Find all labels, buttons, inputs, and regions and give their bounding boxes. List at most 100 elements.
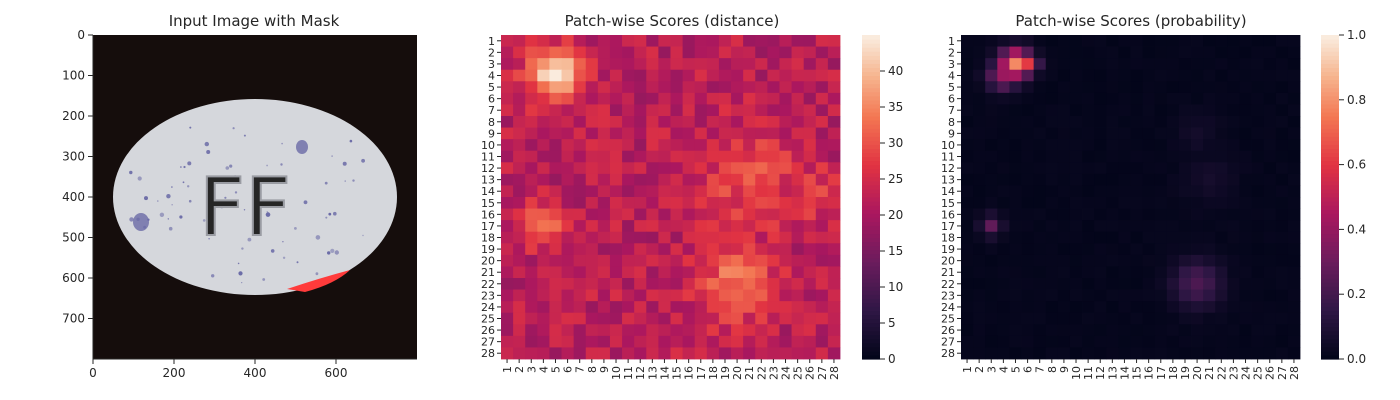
heatmap-cell xyxy=(779,335,792,348)
heatmap-cell xyxy=(1142,220,1156,233)
heatmap-cell xyxy=(609,335,623,348)
heatmap-cell xyxy=(1094,231,1107,244)
heatmap-cell xyxy=(803,116,817,128)
heatmap-cell xyxy=(646,58,659,71)
heatmap-cell xyxy=(525,173,538,186)
heatmap-cell xyxy=(1021,81,1035,94)
heatmap-cell xyxy=(767,116,780,128)
heatmap-cell xyxy=(597,220,611,233)
heatmap-cell xyxy=(718,335,732,348)
heatmap-cell xyxy=(815,324,829,337)
heatmap-cell xyxy=(622,150,635,163)
heatmap-cell xyxy=(997,104,1010,117)
heatmap-cell xyxy=(1033,266,1047,279)
heatmap-cell xyxy=(513,347,526,360)
y-tick-label: 5 xyxy=(948,81,955,94)
heatmap-cell xyxy=(803,301,817,314)
heatmap-cell xyxy=(537,347,550,360)
heatmap-cell xyxy=(573,127,587,140)
heatmap-cell xyxy=(791,347,805,360)
heatmap-cell xyxy=(634,324,647,337)
heatmap-cell xyxy=(997,35,1010,47)
heatmap-cell xyxy=(718,81,732,94)
heatmap-cell xyxy=(973,58,986,71)
heatmap-cell xyxy=(1118,208,1131,221)
heatmap-cell xyxy=(961,254,974,267)
heatmap-cell xyxy=(1239,69,1252,82)
y-tick-label: 26 xyxy=(481,324,495,337)
colorbar-segment xyxy=(1321,334,1339,340)
heatmap-cell xyxy=(525,347,538,360)
heatmap-cell xyxy=(1154,324,1168,337)
heatmap-cell xyxy=(1263,208,1277,221)
colorbar-segment xyxy=(1321,132,1339,137)
heatmap-cell xyxy=(973,150,986,163)
heatmap-cell xyxy=(609,243,623,256)
heatmap-cell xyxy=(694,208,708,221)
heatmap-cell xyxy=(1045,162,1059,175)
colorbar-segment xyxy=(1321,350,1339,356)
heatmap-cell xyxy=(1009,278,1022,290)
heatmap-cell xyxy=(1275,347,1289,360)
heatmap-cell xyxy=(597,69,611,82)
heatmap-cell xyxy=(1082,173,1095,186)
heatmap-cell xyxy=(501,104,514,117)
heatmap-cell xyxy=(537,324,550,337)
x-tick-label: 19 xyxy=(1179,366,1192,380)
heatmap-cell xyxy=(1069,92,1083,105)
heatmap-cell xyxy=(1118,197,1131,209)
heatmap-cell xyxy=(1069,35,1083,47)
heatmap-cell xyxy=(1203,162,1216,175)
x-tick-label: 24 xyxy=(1240,366,1253,380)
heatmap-cell xyxy=(670,104,684,117)
heatmap-cell xyxy=(549,185,562,198)
colorbar-segment xyxy=(1321,116,1339,121)
heatmap-cell xyxy=(1239,104,1252,117)
speckle xyxy=(266,211,268,213)
heatmap-cell xyxy=(597,173,611,186)
heatmap-cell xyxy=(501,301,514,314)
heatmap-cell xyxy=(573,139,587,152)
heatmap-cell xyxy=(585,335,599,348)
heatmap-cell xyxy=(670,116,684,128)
heatmap-cell xyxy=(1106,162,1119,175)
heatmap-cell xyxy=(561,35,575,47)
heatmap-cell xyxy=(634,347,647,360)
heatmap-cell xyxy=(1045,173,1059,186)
heatmap-cell xyxy=(609,81,623,94)
heatmap-cell xyxy=(767,347,780,360)
heatmap-cell xyxy=(815,185,829,198)
heatmap-cell xyxy=(670,162,684,175)
heatmap-cell xyxy=(755,92,768,105)
heatmap-cell xyxy=(646,173,659,186)
heatmap-cell xyxy=(585,116,599,128)
colorbar-segment xyxy=(1321,326,1339,332)
heatmap-cell xyxy=(1057,69,1071,82)
heatmap-cell xyxy=(961,347,974,360)
heatmap-cell xyxy=(973,173,986,186)
heatmap-cell xyxy=(646,81,659,94)
heatmap-cell xyxy=(1263,243,1277,256)
heatmap-cell xyxy=(609,162,623,175)
heatmap-cell xyxy=(670,266,684,279)
heatmap-cell xyxy=(609,231,623,244)
heatmap-cell xyxy=(622,312,635,325)
heatmap-cell xyxy=(1130,301,1144,314)
heatmap-cell xyxy=(718,104,732,117)
heatmap-cell xyxy=(561,220,575,233)
y-tick-label: 9 xyxy=(948,127,955,140)
heatmap-cell xyxy=(1130,92,1144,105)
heatmap-cell xyxy=(513,127,526,140)
heatmap-cell xyxy=(513,278,526,290)
heatmap-cell xyxy=(1130,347,1144,360)
heatmap-cell xyxy=(706,208,720,221)
heatmap-cell xyxy=(803,58,817,71)
heatmap-cell xyxy=(646,301,659,314)
heatmap-cell xyxy=(1118,139,1131,152)
colorbar-segment xyxy=(1321,128,1339,133)
heatmap-cell xyxy=(1094,58,1107,71)
heatmap-cell xyxy=(597,127,611,140)
heatmap-cell xyxy=(1251,46,1265,59)
colorbar-tick-label: 10 xyxy=(888,280,903,294)
heatmap-cell xyxy=(1287,254,1301,267)
